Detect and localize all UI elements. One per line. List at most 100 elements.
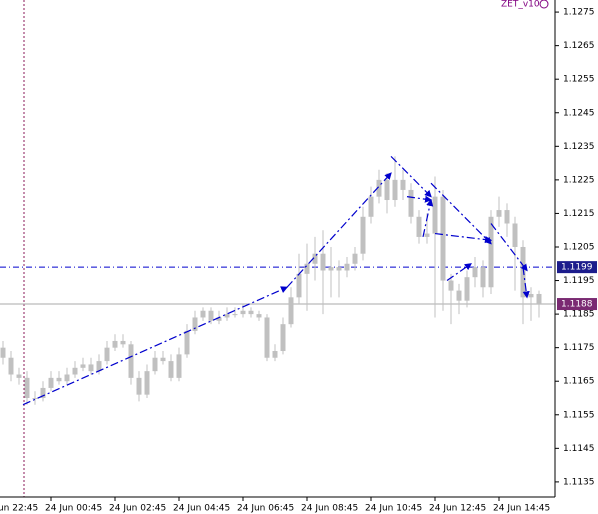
signal-line — [446, 263, 472, 282]
candle-body — [400, 179, 406, 190]
candle-body — [16, 374, 22, 378]
candle-body — [536, 293, 542, 305]
price-label-bg — [557, 298, 597, 311]
candle-body — [408, 189, 414, 217]
price-label: 1.1188 — [561, 300, 593, 310]
candle-body — [448, 280, 454, 291]
candle-body — [120, 340, 126, 345]
candle-body — [208, 310, 214, 321]
candle-body — [440, 196, 446, 281]
y-tick-label: 1.1255 — [563, 75, 595, 85]
candle-body — [24, 377, 30, 399]
candle-body — [360, 216, 366, 254]
candle-body — [432, 196, 438, 234]
candle-body — [528, 293, 534, 298]
y-tick-label: 1.1165 — [563, 377, 595, 387]
candle-body — [384, 179, 390, 201]
signal-line — [430, 182, 492, 245]
candle-body — [496, 210, 502, 217]
x-tick-label: 24 Jun 14:45 — [493, 504, 550, 514]
y-tick-label: 1.1235 — [563, 142, 595, 152]
candle-body — [104, 347, 110, 362]
candle-body — [160, 357, 166, 362]
candle-body — [512, 223, 518, 247]
candle-body — [184, 330, 190, 355]
candle-body — [472, 267, 478, 278]
candle-body — [416, 216, 422, 237]
x-tick-label: 24 Jun 12:45 — [429, 504, 486, 514]
candle-body — [520, 246, 526, 298]
candle-body — [176, 354, 182, 378]
candle-body — [144, 371, 150, 395]
candle-body — [232, 314, 238, 316]
candle-body — [392, 179, 398, 201]
candle-body — [152, 357, 158, 372]
candle-body — [480, 267, 486, 288]
candle-body — [48, 377, 54, 388]
candle-body — [504, 210, 510, 224]
x-tick-label: 24 Jun 00:45 — [45, 504, 102, 514]
signal-line — [22, 286, 289, 406]
candle-body — [296, 273, 302, 298]
candle-body — [112, 340, 118, 348]
candle-body — [488, 216, 494, 288]
candle-body — [312, 253, 318, 264]
candle-body — [240, 310, 246, 315]
candle-body — [328, 267, 334, 271]
candle-body — [56, 377, 62, 382]
y-tick-label: 1.1215 — [563, 209, 595, 219]
signal-line — [286, 172, 392, 288]
y-tick-label: 1.1265 — [563, 41, 595, 51]
smiley-icon — [539, 0, 549, 9]
y-tick-label: 1.1175 — [563, 343, 595, 353]
y-tick-label: 1.1185 — [563, 310, 595, 320]
signal-line — [422, 198, 434, 238]
candle-body — [352, 253, 358, 264]
x-tick-label: 24 Jun 02:45 — [109, 504, 166, 514]
x-tick-label: 24 Jun 06:45 — [237, 504, 294, 514]
candle-body — [32, 398, 38, 400]
candle-body — [336, 267, 342, 271]
x-tick-label: 24 Jun 08:45 — [301, 504, 358, 514]
candle-body — [128, 344, 134, 378]
y-tick-label: 1.1225 — [563, 175, 595, 185]
candle-body — [136, 377, 142, 395]
y-tick-label: 1.1155 — [563, 410, 595, 420]
y-tick-label: 1.1245 — [563, 108, 595, 118]
candle-body — [168, 361, 174, 378]
y-tick-label: 1.1275 — [563, 8, 595, 18]
price-label: 1.1199 — [561, 263, 593, 273]
candle-body — [256, 314, 262, 318]
candle-body — [96, 361, 102, 372]
y-tick-label: 1.1205 — [563, 242, 595, 252]
signal-line — [490, 223, 528, 272]
signal-line — [434, 232, 493, 244]
candle-body — [224, 314, 230, 318]
candle-body — [464, 277, 470, 301]
y-tick-label: 1.1135 — [563, 477, 595, 487]
candle-body — [320, 253, 326, 271]
y-tick-label: 1.1145 — [563, 444, 595, 454]
candle-body — [376, 179, 382, 197]
signal-line — [390, 155, 432, 198]
candle-body — [424, 233, 430, 237]
candle-body — [368, 196, 374, 217]
candle-body — [80, 364, 86, 368]
candle-body — [272, 351, 278, 358]
candle-body — [280, 324, 286, 352]
candle-body — [456, 290, 462, 301]
candle-body — [264, 317, 270, 358]
candle-body — [64, 374, 70, 382]
x-tick-label: 24 Jun 04:45 — [173, 504, 230, 514]
y-tick-label: 1.1195 — [563, 276, 595, 286]
candle-body — [216, 317, 222, 321]
candle-body — [344, 263, 350, 271]
candle-body — [288, 297, 294, 325]
x-tick-label: 23 Jun 22:45 — [0, 504, 38, 514]
candle-body — [200, 310, 206, 318]
candle-body — [72, 367, 78, 375]
candle-body — [0, 347, 6, 358]
candle-body — [88, 364, 94, 372]
candle-body — [8, 357, 14, 375]
